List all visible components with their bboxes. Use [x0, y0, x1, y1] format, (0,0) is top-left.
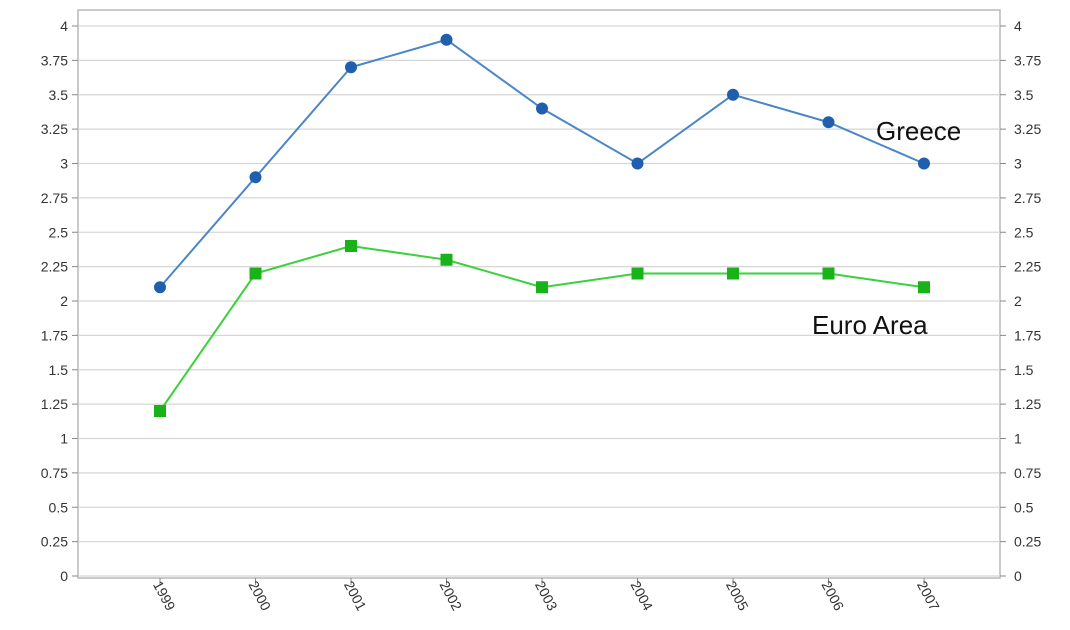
y-tick-label-right-16: 4	[1014, 18, 1022, 34]
y-tick-label-right-11: 2.75	[1014, 190, 1041, 206]
y-tick-label-right-1: 0.25	[1014, 534, 1041, 550]
y-tick-label-left-9: 2.25	[41, 259, 68, 275]
y-axis-right: 0 0.25 0.5 0.75 1 1.25 1.5 1.75 2 2.25 2.5 2.75 3 3.2…	[1000, 18, 1041, 584]
point-greece-2005	[727, 88, 739, 101]
y-tick-label-right-0: 0	[1014, 568, 1022, 584]
y-tick-label-right-15: 3.75	[1014, 52, 1041, 68]
point-euro-area-2007	[918, 281, 930, 294]
y-tick-label-right-3: 0.75	[1014, 465, 1041, 481]
y-tick-label-right-7: 1.75	[1014, 327, 1041, 343]
y-tick-label-right-14: 3.5	[1014, 87, 1034, 103]
series-label-euro-area: Euro Area	[812, 310, 928, 340]
y-tick-label-right-6: 1.5	[1014, 362, 1034, 378]
x-tick-label-7: 2006	[819, 578, 848, 613]
y-tick-label-left-5: 1.25	[41, 396, 68, 412]
y-tick-label-left-13: 3.25	[41, 121, 68, 137]
y-tick-label-right-4: 1	[1014, 431, 1022, 447]
y-tick-label-left-12: 3	[60, 156, 68, 172]
y-tick-label-right-2: 0.5	[1014, 499, 1034, 515]
y-tick-label-right-9: 2.25	[1014, 259, 1041, 275]
y-tick-label-right-8: 2	[1014, 293, 1022, 309]
gridlines	[78, 25, 1000, 577]
y-tick-label-left-2: 0.5	[49, 499, 69, 515]
x-tick-label-0: 1999	[150, 578, 179, 613]
x-tick-label-4: 2003	[532, 578, 561, 613]
y-tick-label-left-6: 1.5	[49, 362, 69, 378]
y-tick-label-left-11: 2.75	[41, 190, 68, 206]
y-tick-label-left-4: 1	[60, 431, 68, 447]
point-euro-area-2004	[631, 267, 644, 280]
x-tick-label-8: 2007	[914, 578, 943, 613]
point-greece-1999	[154, 281, 166, 294]
x-tick-label-1: 2000	[246, 578, 275, 613]
point-euro-area-2003	[536, 281, 548, 294]
y-tick-label-right-12: 3	[1014, 156, 1022, 172]
y-tick-label-left-15: 3.75	[41, 52, 68, 68]
point-greece-2002	[440, 33, 453, 46]
point-euro-area-2001	[345, 240, 357, 252]
point-euro-area-2006	[822, 267, 835, 280]
series-label-greece: Greece	[876, 116, 961, 146]
y-tick-label-right-5: 1.25	[1014, 396, 1041, 412]
y-tick-label-left-8: 2	[60, 293, 68, 309]
y-tick-label-left-3: 0.75	[41, 465, 68, 481]
point-greece-2004	[631, 157, 644, 170]
y-tick-label-right-13: 3.25	[1014, 121, 1041, 137]
point-greece-2006	[822, 116, 835, 129]
point-euro-area-1999	[154, 405, 166, 417]
y-tick-label-left-16: 4	[60, 18, 68, 34]
x-axis: 1999 2000 2001 2002 2003 2004 2005 2006 2007	[150, 578, 943, 613]
x-tick-label-2: 2001	[341, 578, 370, 613]
y-tick-label-right-10: 2.5	[1014, 224, 1034, 240]
series-group	[154, 33, 930, 417]
y-axis-left: 0 0.25 0.5 0.75 1 1.25 1.5 1.75 2 2.25 2.5 2.75 3 3.2…	[41, 18, 78, 584]
y-tick-label-left-1: 0.25	[41, 534, 68, 550]
point-greece-2001	[345, 61, 357, 74]
y-tick-label-left-14: 3.5	[49, 87, 69, 103]
x-tick-label-6: 2005	[723, 578, 752, 613]
point-euro-area-2000	[249, 267, 262, 280]
point-greece-2003	[536, 102, 548, 115]
x-tick-label-3: 2002	[437, 578, 466, 613]
y-tick-label-left-0: 0	[60, 568, 68, 584]
y-tick-label-left-7: 1.75	[41, 327, 68, 343]
point-euro-area-2005	[727, 267, 739, 280]
point-euro-area-2002	[440, 253, 453, 266]
point-greece-2000	[249, 171, 262, 184]
y-tick-label-left-10: 2.5	[49, 224, 69, 240]
x-tick-label-5: 2004	[628, 578, 657, 613]
point-greece-2007	[918, 157, 930, 170]
